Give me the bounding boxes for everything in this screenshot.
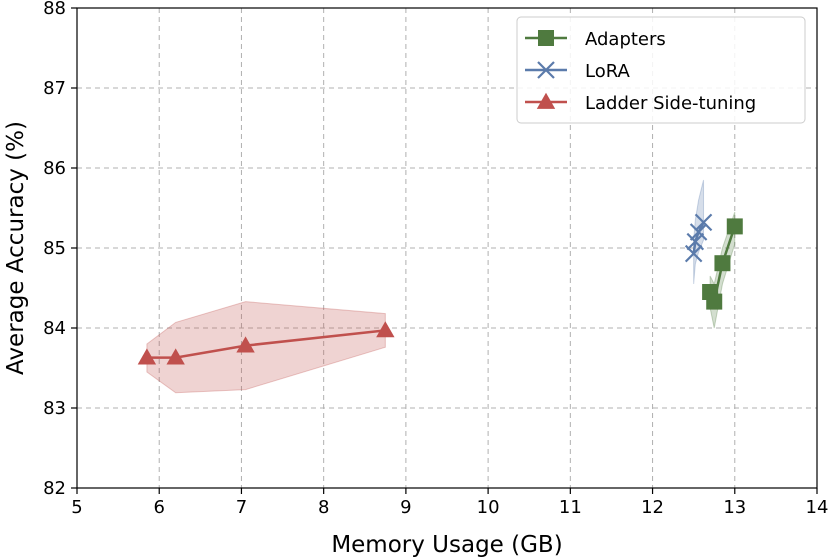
series-line: [146, 329, 386, 359]
y-axis-label: Average Accuracy (%): [3, 121, 29, 375]
x-marker: [537, 61, 555, 79]
y-tick-label: 82: [43, 478, 66, 499]
triangle-marker: [536, 92, 556, 109]
square-marker: [538, 30, 554, 46]
x-tick-label: 5: [71, 497, 82, 518]
legend-label: LoRA: [585, 61, 631, 82]
series-markers: [137, 213, 743, 365]
x-marker: [689, 223, 708, 241]
x-tick-label: 14: [806, 497, 829, 518]
x-tick-label: 12: [641, 497, 664, 518]
confidence-band: [146, 301, 386, 394]
legend: Adapters LoRA Ladder Side-tuning: [516, 16, 806, 124]
y-axis-ticks: 82 83 84 85 86 87 88: [43, 0, 77, 499]
y-tick-label: 85: [43, 238, 66, 259]
x-axis-label: Memory Usage (GB): [331, 532, 562, 558]
triangle-marker: [236, 336, 255, 353]
square-marker: [714, 255, 731, 272]
x-tick-label: 9: [400, 497, 411, 518]
x-marker: [694, 213, 713, 232]
x-marker: [686, 232, 705, 251]
x-tick-label: 13: [723, 497, 746, 518]
y-tick-label: 86: [43, 158, 66, 179]
confidence-bands: [146, 179, 736, 394]
x-tick-label: 10: [477, 497, 500, 518]
triangle-marker: [166, 348, 185, 365]
x-tick-label: 6: [153, 497, 164, 518]
triangle-marker: [137, 348, 157, 365]
triangle-marker: [376, 321, 395, 338]
square-marker: [726, 218, 743, 235]
series-line: [692, 221, 705, 254]
y-tick-label: 87: [43, 78, 66, 99]
legend-label: Ladder Side-tuning: [585, 93, 756, 114]
x-axis-ticks: 5 6 7 8 9 10 11 12 13 14: [71, 488, 828, 518]
x-tick-label: 7: [236, 497, 247, 518]
legend-box: [516, 16, 806, 124]
x-tick-label: 8: [318, 497, 329, 518]
square-marker: [706, 293, 723, 310]
y-tick-label: 83: [43, 398, 66, 419]
y-tick-label: 88: [43, 0, 66, 19]
y-tick-label: 84: [43, 318, 66, 339]
legend-label: Adapters: [585, 29, 666, 50]
x-tick-label: 11: [559, 497, 582, 518]
